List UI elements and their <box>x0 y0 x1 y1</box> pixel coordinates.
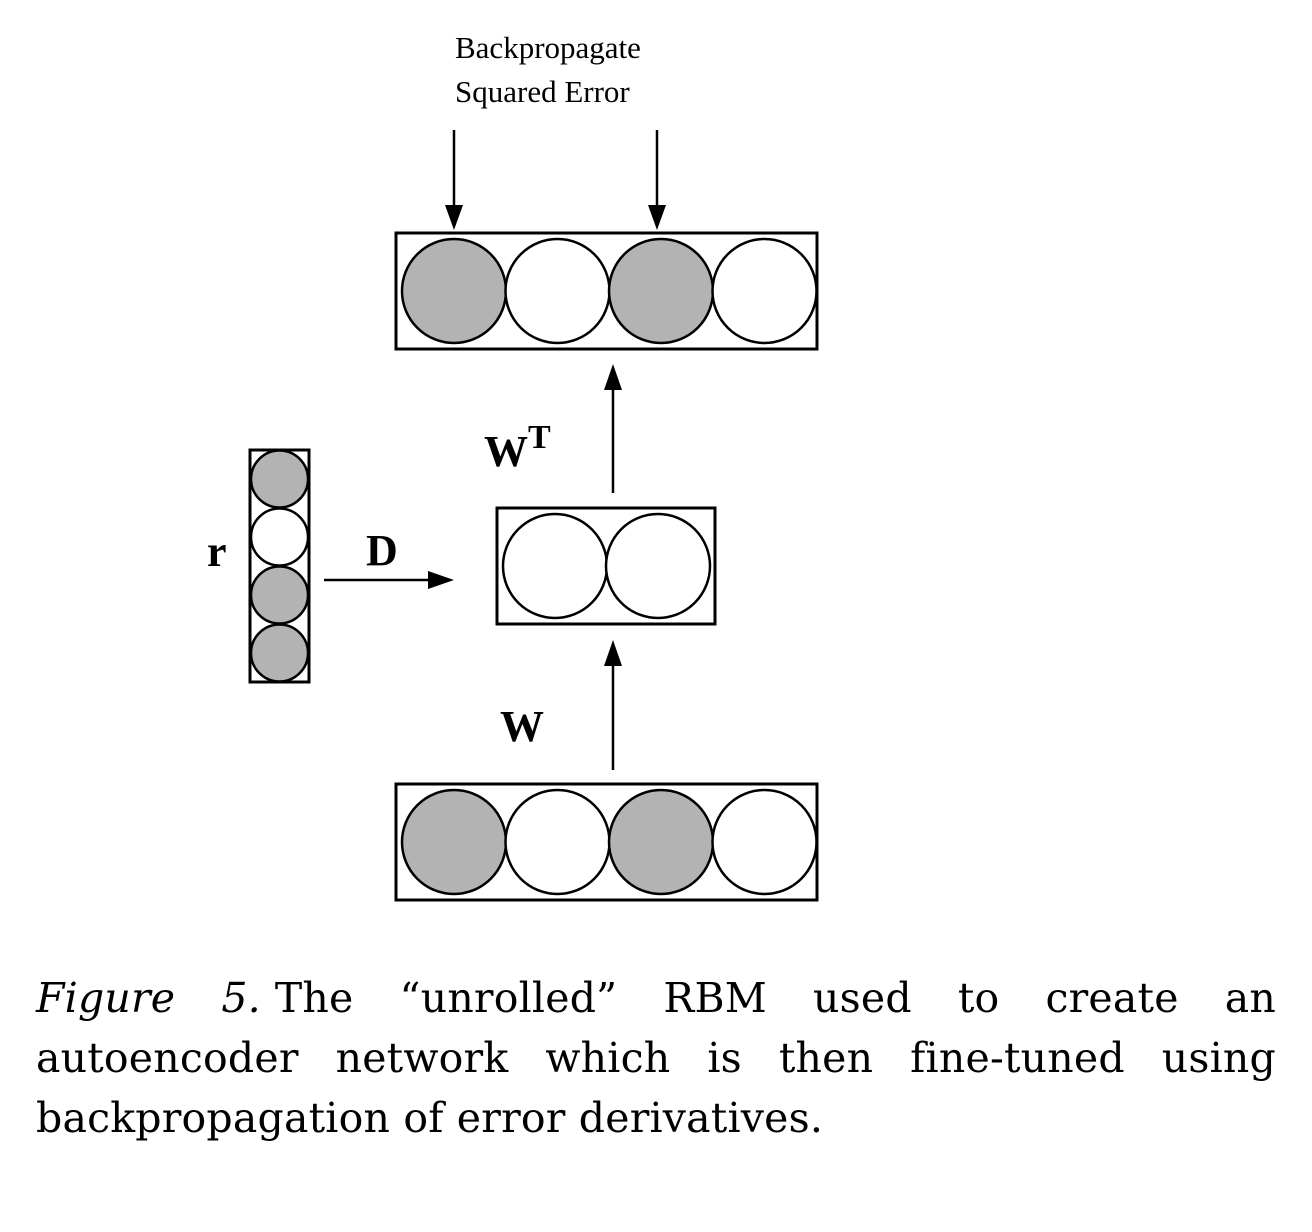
d-arrowhead <box>428 571 454 589</box>
r-vector-units <box>249 449 310 683</box>
hidden-layer-box <box>495 506 717 626</box>
w-arrowhead <box>604 640 622 666</box>
input-layer <box>394 782 819 902</box>
error-arrows <box>445 130 666 230</box>
figure-caption-label: Figure 5. <box>36 974 261 1022</box>
wt-arrowhead <box>604 364 622 390</box>
input-unit-4-empty <box>711 788 818 896</box>
output-unit-3-filled <box>607 237 715 345</box>
hidden-unit-2-empty <box>604 512 712 620</box>
w-label: W <box>500 702 544 751</box>
error-arrowhead-right <box>648 205 666 230</box>
hidden-layer-units <box>501 512 712 620</box>
output-unit-4-empty <box>711 237 818 345</box>
input-unit-2-empty <box>504 788 611 896</box>
output-layer-units <box>400 237 818 345</box>
d-label: D <box>366 526 398 575</box>
r-unit-4-filled <box>249 623 310 683</box>
wt-label: WT <box>484 419 551 476</box>
output-unit-1-filled <box>400 237 508 345</box>
output-unit-2-empty <box>504 237 611 345</box>
figure-caption: Figure 5. The “unrolled” RBM used to crea… <box>36 968 1276 1148</box>
rbm-unrolled-diagram: Backpropagate Squared Error WT W r D <box>207 30 819 902</box>
figure-caption-text: The “unrolled” RBM used to create an aut… <box>36 974 1277 1142</box>
input-layer-units <box>400 788 818 896</box>
r-unit-3-filled <box>249 565 310 625</box>
r-label: r <box>207 527 227 576</box>
r-unit-2-empty <box>249 507 310 567</box>
error-arrowhead-left <box>445 205 463 230</box>
input-unit-3-filled <box>607 788 715 896</box>
hidden-layer <box>495 506 717 626</box>
input-unit-1-filled <box>400 788 508 896</box>
hidden-unit-1-empty <box>501 512 609 620</box>
backprop-label-line2: Squared Error <box>455 74 630 109</box>
r-unit-1-filled <box>249 449 310 509</box>
r-vector <box>248 448 311 684</box>
backprop-label-line1: Backpropagate <box>455 30 641 65</box>
wt-label-base: W <box>484 427 528 476</box>
output-layer <box>394 231 819 351</box>
wt-label-superscript: T <box>528 419 551 456</box>
